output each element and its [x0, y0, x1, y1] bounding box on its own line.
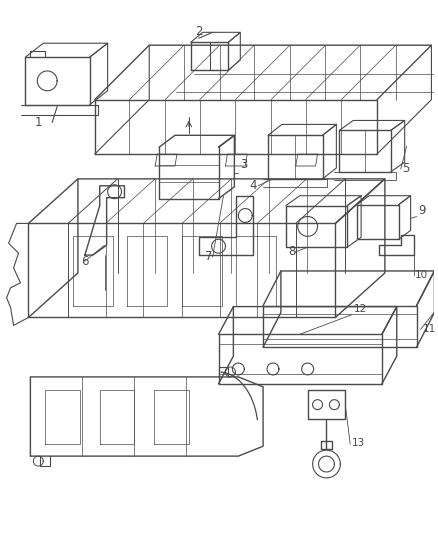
Text: 9: 9: [419, 204, 426, 216]
Text: 3: 3: [240, 158, 248, 171]
Text: 12: 12: [354, 304, 367, 313]
Text: 2: 2: [195, 25, 202, 38]
Text: 1: 1: [35, 116, 42, 130]
Text: 11: 11: [423, 325, 436, 334]
Text: 6: 6: [81, 255, 88, 268]
Text: 7: 7: [205, 250, 212, 263]
Text: 10: 10: [415, 270, 428, 280]
Text: 8: 8: [288, 245, 295, 258]
Text: 4: 4: [249, 179, 257, 192]
Text: 5: 5: [402, 162, 409, 175]
Text: 13: 13: [352, 438, 365, 448]
